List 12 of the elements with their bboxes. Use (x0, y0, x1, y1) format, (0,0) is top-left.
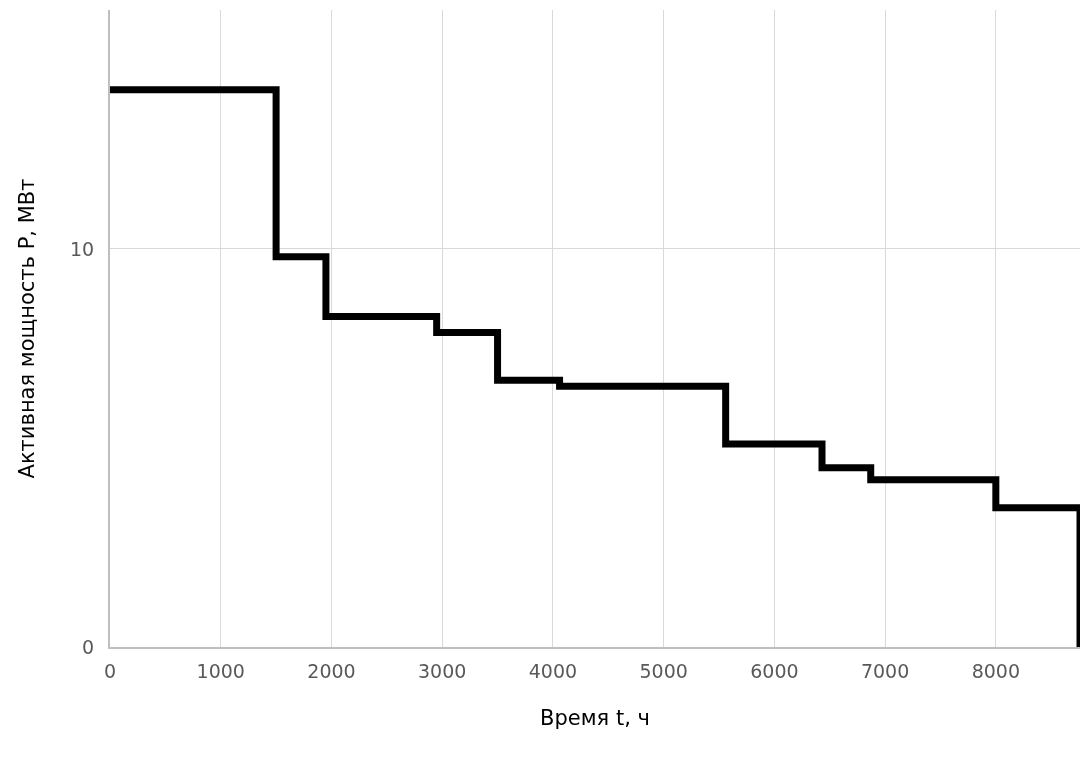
x-tick-label: 6000 (750, 659, 799, 682)
x-tick-label: 8000 (971, 659, 1021, 682)
y-axis-title: Активная мощность P, МВт (14, 178, 39, 479)
x-tick-label: 1000 (196, 659, 245, 682)
x-tick-label: 3000 (418, 659, 467, 682)
x-axis-title: Время t, ч (540, 706, 650, 731)
x-tick-label: 2000 (307, 659, 356, 682)
y-tick-label: 10 (70, 237, 95, 260)
x-tick-label: 4000 (528, 659, 578, 682)
x-tick-label: 0 (103, 659, 117, 682)
x-tick-label: 7000 (860, 659, 910, 682)
x-tick-label: 5000 (639, 659, 688, 682)
